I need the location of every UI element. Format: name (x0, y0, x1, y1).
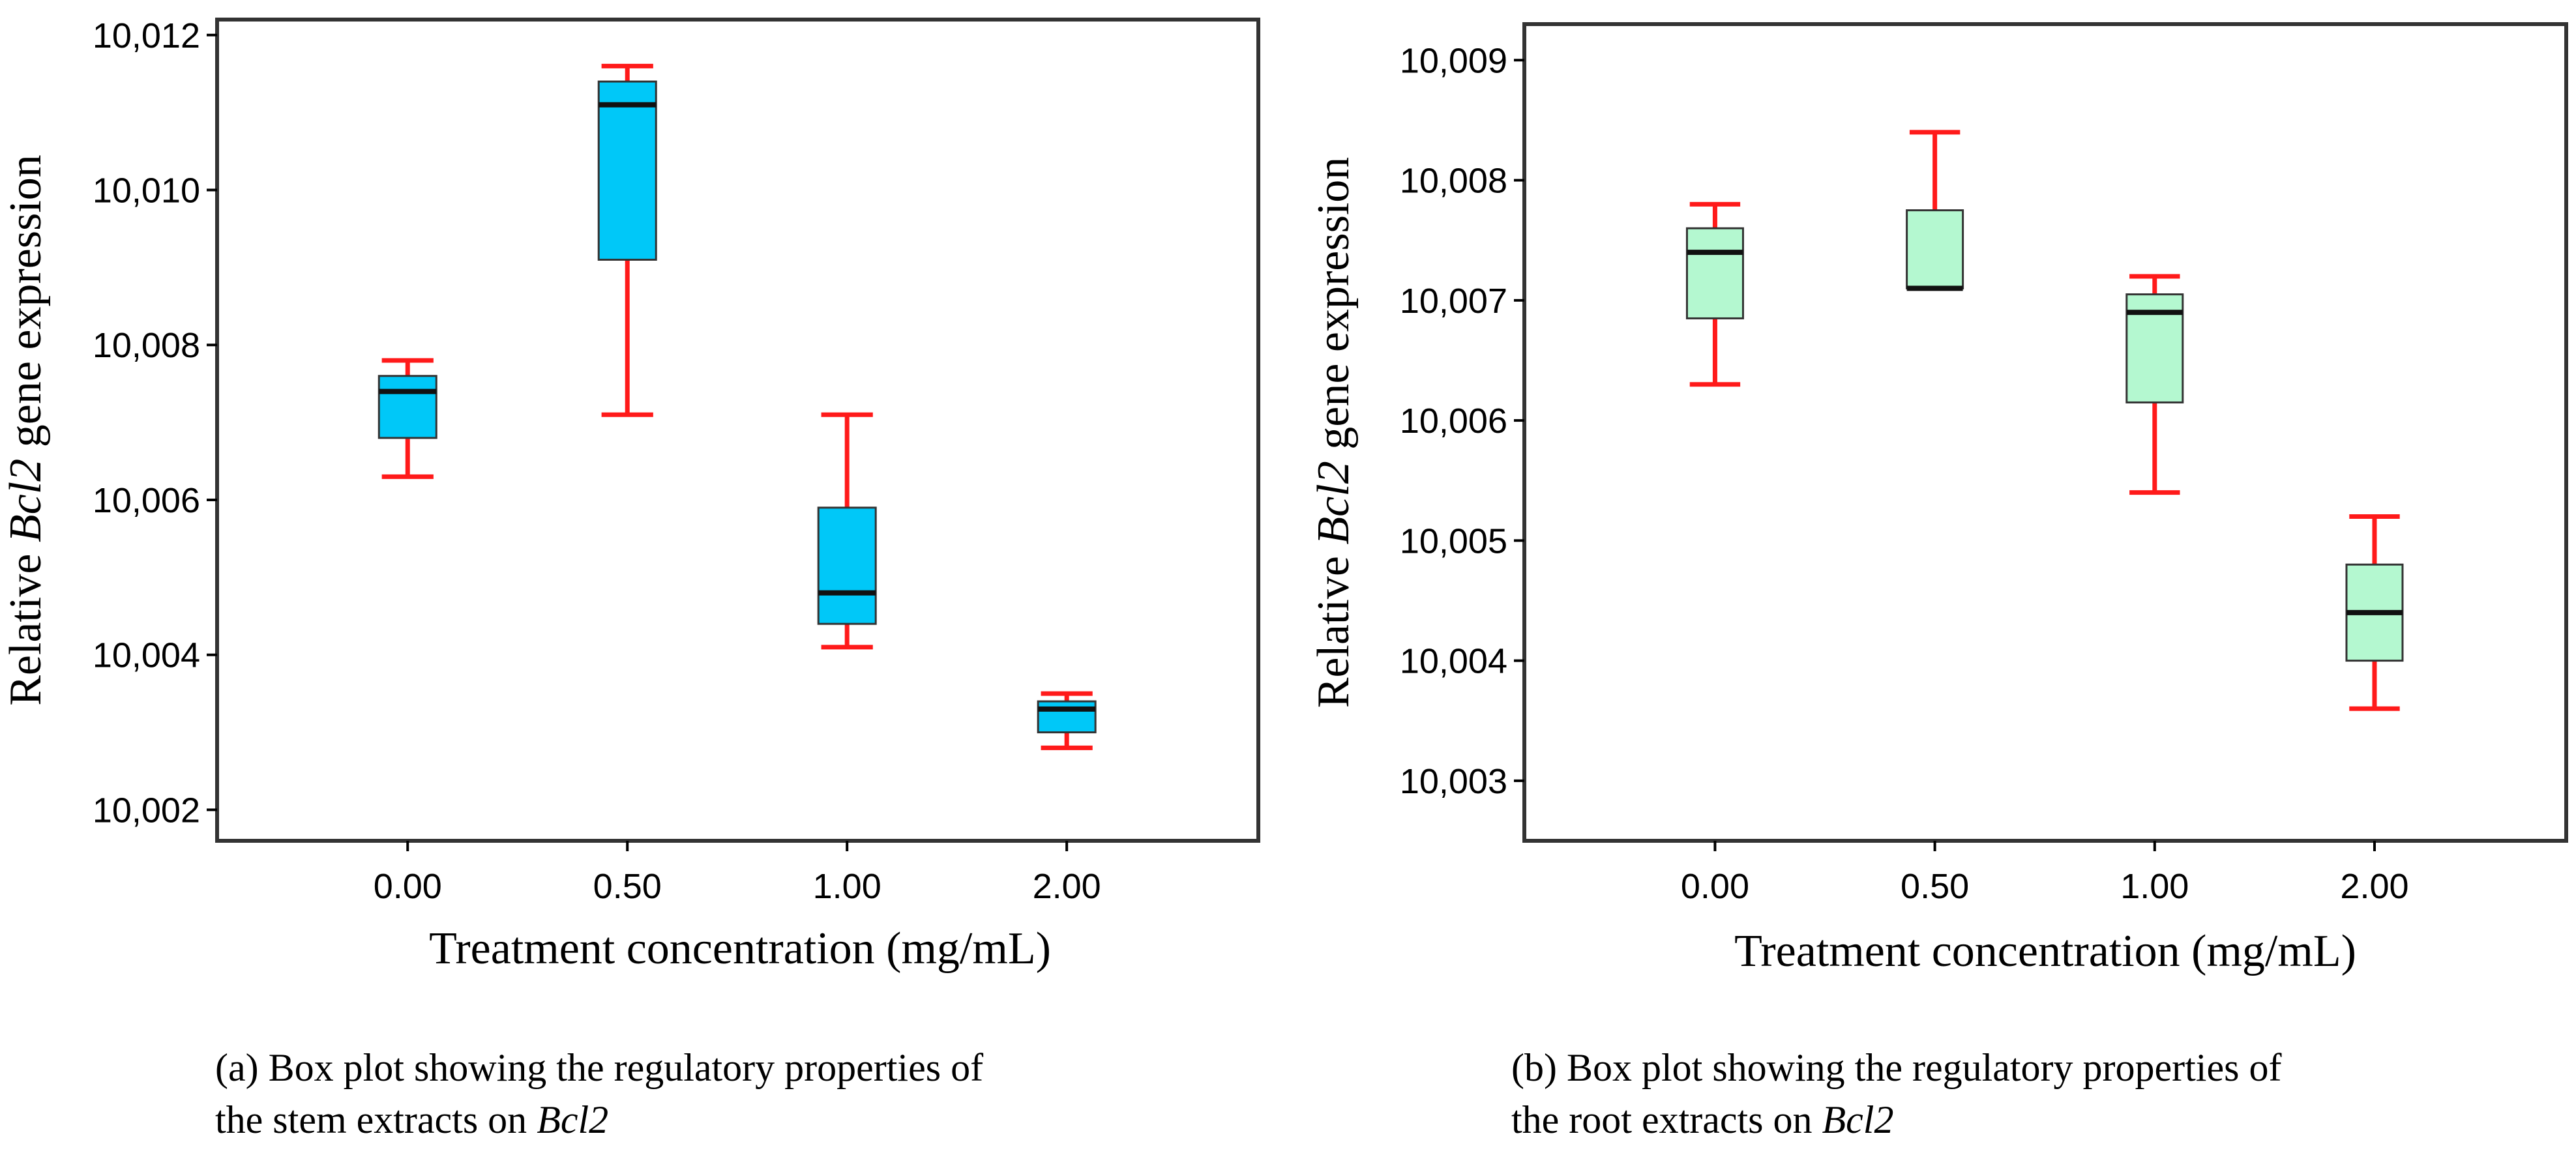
box-b-1 (1906, 209, 1964, 289)
box-b-0 (1685, 227, 1744, 319)
y-tick-label-b-1: 10,004 (1400, 642, 1507, 681)
plot-frame-b (1522, 22, 2568, 843)
caption-a-line2-text: the stem extracts on (215, 1098, 537, 1141)
caption-b-line1: (b) Box plot showing the regulatory prop… (1511, 1046, 2282, 1089)
y-axis-title-prefix-b: Relative (1309, 545, 1359, 708)
x-tick-label-a-0: 0.00 (374, 867, 442, 906)
y-tick-label-b-5: 10,008 (1400, 162, 1507, 201)
y-tick-label-b-3: 10,006 (1400, 402, 1507, 441)
y-axis-title-b: Relative Bcl2 gene expression (1309, 157, 1359, 708)
box-a-2 (817, 506, 877, 625)
y-tick-label-a-4: 10,010 (93, 171, 200, 211)
y-tick-label-a-3: 10,008 (93, 326, 200, 365)
x-tick-label-b-0: 0.00 (1681, 867, 1749, 906)
y-axis-title-a: Relative Bcl2 gene expression (1, 154, 51, 706)
y-axis-title-suffix-a: gene expression (1, 154, 51, 459)
x-tick-label-b-3: 2.00 (2340, 867, 2408, 906)
y-axis-title-suffix-b: gene expression (1309, 157, 1359, 461)
x-tick-label-b-2: 1.00 (2120, 867, 2189, 906)
x-tick-label-a-3: 2.00 (1033, 867, 1101, 906)
plot-frame-a (215, 18, 1260, 843)
y-tick-label-b-4: 10,007 (1400, 282, 1507, 321)
caption-a-line1: (a) Box plot showing the regulatory prop… (215, 1046, 984, 1089)
y-tick-label-b-0: 10,003 (1400, 762, 1507, 801)
box-a-3 (1037, 700, 1097, 734)
caption-a-line2: the stem extracts on Bcl2 (215, 1094, 983, 1146)
y-tick-label-a-0: 10,002 (93, 791, 200, 830)
panel-a-stem: 10,002 10,004 10,006 10,008 10,010 10,012 0.00… (1, 16, 1260, 974)
caption-a-gene: Bcl2 (537, 1098, 609, 1141)
caption-a: (a) Box plot showing the regulatory prop… (215, 1042, 983, 1146)
y-tick-label-a-1: 10,004 (93, 636, 200, 675)
caption-b: (b) Box plot showing the regulatory prop… (1511, 1042, 2281, 1146)
x-axis-title-b: Treatment concentration (mg/mL) (1734, 926, 2356, 976)
caption-b-line2-text: the root extracts on (1511, 1098, 1822, 1141)
panel-b-root: 10,003 10,004 10,005 10,006 10,007 10,008 10,0… (1309, 22, 2568, 976)
y-tick-label-a-5: 10,012 (93, 16, 200, 55)
y-tick-label-b-6: 10,009 (1400, 41, 1507, 80)
x-tick-label-a-1: 0.50 (593, 867, 662, 906)
y-tick-label-b-2: 10,005 (1400, 521, 1507, 561)
caption-b-gene: Bcl2 (1822, 1098, 1894, 1141)
y-axis-title-gene-a: Bcl2 (1, 459, 51, 542)
y-axis-title-prefix-a: Relative (1, 542, 51, 706)
x-tick-label-a-2: 1.00 (813, 867, 881, 906)
y-axis-title-gene-b: Bcl2 (1309, 461, 1359, 544)
caption-b-line2: the root extracts on Bcl2 (1511, 1094, 2281, 1146)
box-a-1 (597, 80, 657, 261)
x-axis-title-a: Treatment concentration (mg/mL) (429, 924, 1051, 974)
box-a-0 (378, 375, 437, 439)
x-tick-label-b-1: 0.50 (1901, 867, 1969, 906)
y-tick-label-a-2: 10,006 (93, 481, 200, 520)
